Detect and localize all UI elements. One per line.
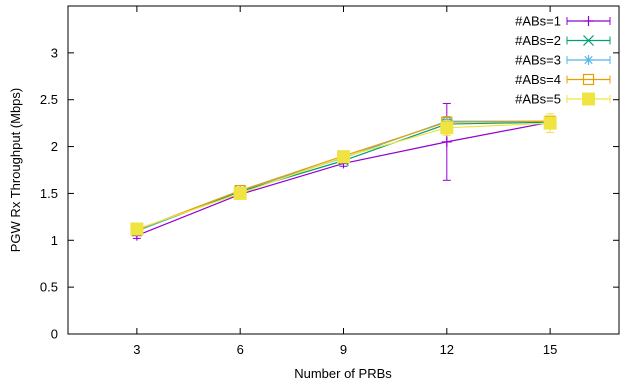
legend-item: #ABs=4 — [515, 72, 611, 87]
x-tick-label: 3 — [133, 342, 140, 357]
legend-item: #ABs=5 — [515, 92, 611, 107]
series-layer — [130, 102, 557, 241]
legend-marker — [583, 16, 594, 26]
legend-label: #ABs=5 — [515, 92, 561, 107]
legend-item: #ABs=3 — [515, 53, 611, 68]
series-4 — [131, 115, 556, 236]
y-axis-title: PGW Rx Throughput (Mbps) — [8, 88, 23, 252]
series-line — [136, 121, 551, 232]
axis-ticks: 3 6 9 12 15 0 0.5 1 1.5 2 2.5 3 — [40, 6, 619, 357]
series-5 — [130, 113, 557, 236]
y-tick-label: 2 — [51, 139, 58, 154]
y-tick-label: 1.5 — [40, 186, 58, 201]
y-tick-label: 3 — [51, 45, 58, 60]
x-tick-label: 6 — [237, 342, 244, 357]
y-tick-label: 2.5 — [40, 92, 58, 107]
legend-label: #ABs=1 — [515, 14, 561, 29]
legend-marker — [583, 55, 594, 65]
data-point — [440, 121, 454, 135]
legend: #ABs=1 #ABs=2 #ABs=3 #ABs=4 #ABs=5 — [515, 14, 611, 107]
legend-label: #ABs=4 — [515, 72, 561, 87]
legend-marker — [582, 73, 595, 86]
legend-marker — [583, 35, 594, 46]
series-1 — [131, 102, 556, 241]
data-point — [130, 222, 144, 236]
legend-item: #ABs=1 — [515, 14, 611, 29]
data-point — [337, 150, 350, 164]
y-tick-label: 0 — [51, 327, 58, 342]
series-line — [136, 122, 551, 230]
series-line — [136, 120, 551, 231]
series-line — [136, 121, 551, 237]
x-tick-label: 15 — [543, 342, 557, 357]
legend-label: #ABs=2 — [515, 33, 561, 48]
legend-item: #ABs=2 — [515, 33, 611, 48]
series-2 — [131, 116, 556, 237]
y-tick-label: 1 — [51, 233, 58, 248]
y-tick-label: 0.5 — [40, 280, 58, 295]
x-axis-title: Number of PRBs — [294, 366, 392, 381]
series-line — [136, 120, 551, 232]
series-3 — [131, 116, 556, 236]
legend-marker — [582, 92, 595, 106]
data-point — [543, 116, 557, 130]
x-tick-label: 9 — [340, 342, 347, 357]
legend-label: #ABs=3 — [515, 53, 561, 68]
data-point — [233, 186, 247, 200]
x-tick-label: 12 — [440, 342, 454, 357]
data-point — [441, 136, 452, 147]
